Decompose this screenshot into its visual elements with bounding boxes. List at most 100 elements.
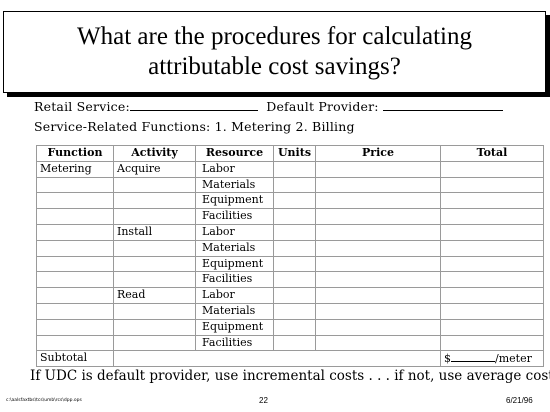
cell-units xyxy=(273,208,316,225)
cell-function xyxy=(36,255,114,273)
subtotal-blank xyxy=(451,352,495,363)
header-activity: Activity xyxy=(113,145,196,162)
cell-units xyxy=(273,160,316,178)
cell-price xyxy=(315,334,441,352)
page-number: 22 xyxy=(259,396,268,405)
cell-units xyxy=(273,271,316,289)
header-function: Function xyxy=(36,145,114,162)
table-row: Facilities xyxy=(36,334,544,352)
cell-function xyxy=(36,208,114,225)
subtotal-unit: /meter xyxy=(495,352,532,366)
title-line-1: What are the procedures for calculating xyxy=(77,23,472,50)
cell-activity: Acquire xyxy=(113,160,196,178)
cell-function xyxy=(36,223,114,241)
cell-units xyxy=(273,223,316,241)
cell-price xyxy=(315,208,441,225)
cell-function: Metering xyxy=(36,160,114,178)
cell-units xyxy=(273,302,316,320)
default-provider-label: Default Provider: xyxy=(266,99,379,114)
cell-activity xyxy=(113,255,196,273)
cell-activity xyxy=(113,302,196,320)
cell-activity: Install xyxy=(113,223,196,241)
cell-price xyxy=(315,160,441,178)
cell-units xyxy=(273,287,316,304)
cell-resource: Facilities xyxy=(195,208,274,225)
subtotal-label: Subtotal xyxy=(36,350,114,368)
cell-activity xyxy=(113,192,196,210)
retail-service-label: Retail Service: xyxy=(34,99,130,114)
retail-service-blank xyxy=(129,99,258,111)
cell-function xyxy=(36,287,114,304)
cell-units xyxy=(273,239,316,257)
table-row: Facilities xyxy=(36,271,544,289)
cell-price xyxy=(315,287,441,304)
cell-resource: Equipment xyxy=(195,192,274,210)
subtotal-row: Subtotal $ /meter xyxy=(36,350,544,368)
cell-function xyxy=(36,302,114,320)
header-units: Units xyxy=(273,145,316,162)
subtotal-value: $ /meter xyxy=(440,350,544,368)
cell-price xyxy=(315,302,441,320)
cell-units xyxy=(273,318,316,336)
cell-total xyxy=(440,160,544,178)
cell-activity xyxy=(113,239,196,257)
table-row: Materials xyxy=(36,176,544,194)
cell-total xyxy=(440,176,544,194)
cell-resource: Materials xyxy=(195,302,274,320)
cell-total xyxy=(440,318,544,336)
cell-total xyxy=(440,239,544,257)
cell-total xyxy=(440,192,544,210)
functions-line: Service-Related Functions: 1. Metering 2… xyxy=(34,119,355,134)
cell-total xyxy=(440,287,544,304)
footer-file-path: c:\aalsfaxtbs\tcs\umb\rcs\dpp.ops xyxy=(6,398,82,403)
table-row: Install Labor xyxy=(36,223,544,241)
cell-units xyxy=(273,192,316,210)
default-provider-blank xyxy=(382,99,503,111)
cell-activity xyxy=(113,271,196,289)
cell-resource: Equipment xyxy=(195,255,274,273)
cell-function xyxy=(36,318,114,336)
cell-function xyxy=(36,271,114,289)
footer-note: If UDC is default provider, use incremen… xyxy=(30,368,550,384)
table-row: Equipment xyxy=(36,318,544,336)
cell-total xyxy=(440,208,544,225)
cell-price xyxy=(315,192,441,210)
cell-function xyxy=(36,176,114,194)
cell-resource: Labor xyxy=(195,223,274,241)
cell-units xyxy=(273,176,316,194)
cell-function xyxy=(36,334,114,352)
cell-price xyxy=(315,271,441,289)
cell-resource: Materials xyxy=(195,239,274,257)
cell-activity xyxy=(113,334,196,352)
cost-table: Function Activity Resource Units Price T… xyxy=(36,145,544,368)
cell-price xyxy=(315,318,441,336)
header-resource: Resource xyxy=(195,145,274,162)
table-row: Equipment xyxy=(36,192,544,210)
cell-resource: Labor xyxy=(195,160,274,178)
cell-price xyxy=(315,223,441,241)
table-header-row: Function Activity Resource Units Price T… xyxy=(36,145,544,162)
footer-date: 6/21/96 xyxy=(506,396,533,405)
subtotal-spacer xyxy=(113,350,441,368)
cell-resource: Labor xyxy=(195,287,274,304)
cell-total xyxy=(440,334,544,352)
service-provider-line: Retail Service: Default Provider: xyxy=(34,99,503,114)
header-price: Price xyxy=(315,145,441,162)
cell-activity xyxy=(113,208,196,225)
cell-function xyxy=(36,192,114,210)
cell-resource: Equipment xyxy=(195,318,274,336)
cell-activity xyxy=(113,318,196,336)
table-row: Equipment xyxy=(36,255,544,273)
cell-total xyxy=(440,271,544,289)
title-box: What are the procedures for calculating … xyxy=(3,11,546,93)
cell-total xyxy=(440,255,544,273)
cell-activity: Read xyxy=(113,287,196,304)
cell-resource: Materials xyxy=(195,176,274,194)
title-line-2: attributable cost savings? xyxy=(148,53,401,80)
cell-units xyxy=(273,255,316,273)
table-row: Facilities xyxy=(36,208,544,225)
table-row: Metering Acquire Labor xyxy=(36,160,544,178)
cell-total xyxy=(440,223,544,241)
cell-price xyxy=(315,255,441,273)
table-row: Read Labor xyxy=(36,287,544,304)
